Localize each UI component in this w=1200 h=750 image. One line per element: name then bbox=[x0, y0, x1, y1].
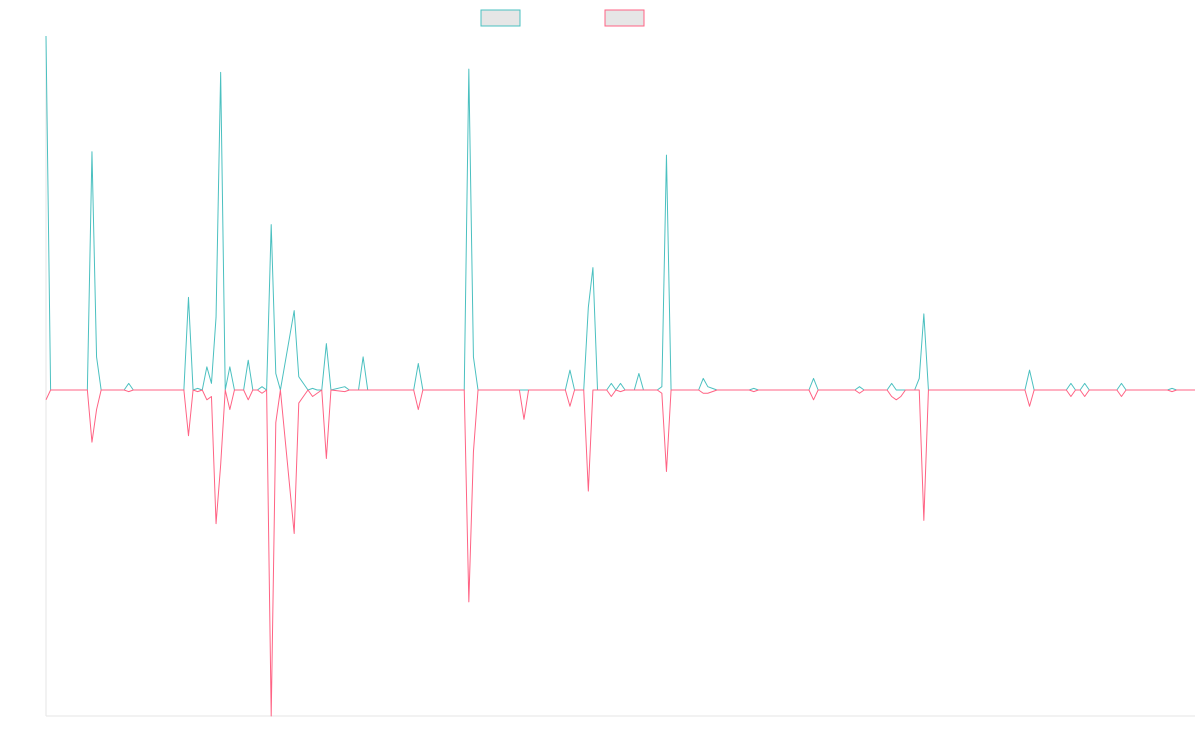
series-line-2 bbox=[45, 389, 1195, 717]
series-layer bbox=[45, 35, 1195, 717]
series-line-1 bbox=[45, 35, 1195, 391]
axes bbox=[45, 36, 1195, 717]
legend-swatch-1[interactable] bbox=[480, 9, 521, 27]
legend-swatch-2[interactable] bbox=[604, 9, 645, 27]
legend bbox=[480, 9, 645, 27]
